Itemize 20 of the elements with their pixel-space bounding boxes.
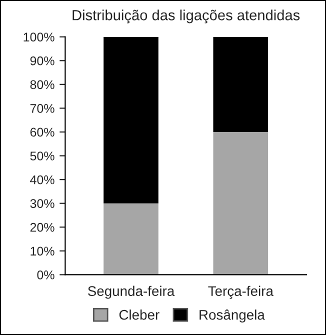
- y-tick-label: 0%: [37, 270, 54, 280]
- y-tick-label: 40%: [30, 175, 54, 184]
- x-tick-label: Segunda-feira: [88, 286, 175, 299]
- y-tick-label: 80%: [30, 80, 54, 90]
- bar: [104, 36, 158, 204]
- y-tick-label: 70%: [30, 104, 54, 113]
- y-tick-label: 60%: [30, 128, 54, 137]
- y-tick-label: 20%: [30, 222, 54, 232]
- y-tick-label: 90%: [30, 56, 54, 66]
- y-tick-label: 100%: [24, 32, 54, 42]
- bar: [213, 132, 268, 275]
- y-tick-label: 50%: [30, 152, 54, 160]
- y-tick-label: 30%: [30, 199, 54, 208]
- bar: [104, 203, 158, 275]
- legend-label: Rosângela: [200, 310, 265, 322]
- bar: [213, 36, 268, 132]
- legend-label: Cleber: [119, 310, 160, 320]
- x-tick-label: Terça-feira: [208, 286, 274, 299]
- y-tick-label: 10%: [30, 246, 54, 256]
- chart-title: Distribuição das ligações atendidas: [72, 10, 300, 24]
